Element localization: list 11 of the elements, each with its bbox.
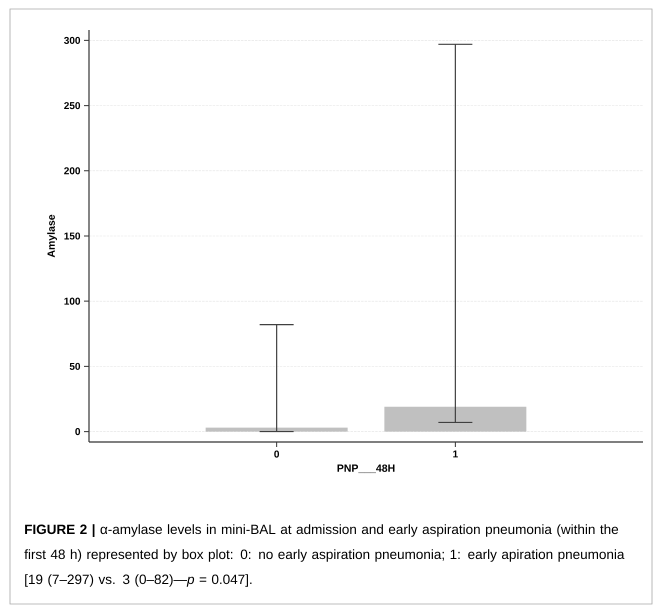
y-tick-label: 250 bbox=[64, 102, 80, 110]
y-tick-label: 150 bbox=[64, 232, 80, 240]
y-tick-label: 300 bbox=[64, 36, 80, 44]
y-tick-label: 100 bbox=[64, 298, 80, 305]
y-axis-title: Amylase bbox=[47, 214, 57, 258]
x-tick-label: 1 bbox=[453, 450, 458, 458]
x-axis-title: PNP___48H bbox=[338, 464, 394, 474]
y-tick-label: 50 bbox=[70, 362, 80, 370]
y-tick-label: 0 bbox=[75, 428, 80, 436]
y-tick-label: 200 bbox=[64, 167, 80, 174]
text: FIGURE 2 | α-amylase levels in mini-BAL at admission and early aspiration pneumonia (within the first 48 h) represented by box plot: 0: no early aspiration pneumonia; 1: early apiration pneumonia [19 (7–297) vs. 3 (0–82)—p = 0.047]. bbox=[24, 524, 624, 587]
